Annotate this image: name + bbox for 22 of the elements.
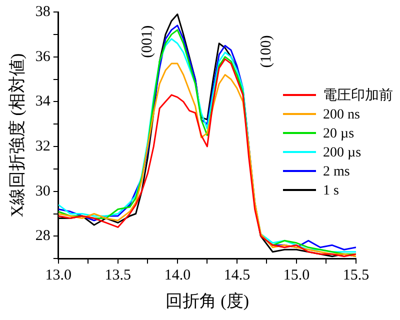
- annotation: (100): [258, 35, 275, 68]
- legend-label: 1 s: [323, 184, 339, 199]
- legend-label: 2 ms: [323, 164, 350, 180]
- x-tick-label: 14.5: [224, 268, 250, 284]
- x-tick-label: 15.5: [342, 268, 370, 284]
- y-axis-title: X線回折強度 (相対値): [8, 53, 27, 218]
- y-tick-label: 32: [35, 138, 50, 154]
- legend-label: 20 µs: [323, 126, 354, 142]
- y-tick-label: 36: [35, 48, 51, 65]
- x-tick-label: 13.5: [104, 268, 132, 284]
- y-tick-label: 28: [35, 228, 50, 244]
- y-tick-label: 38: [35, 4, 50, 20]
- x-tick-label: 14.0: [164, 268, 191, 284]
- annotation: (001): [140, 25, 156, 58]
- legend-label: 200 µs: [323, 146, 362, 161]
- x-tick-label: 15.0: [283, 268, 310, 284]
- x-tick-label: 13.0: [45, 268, 72, 284]
- y-tick-label: 34: [35, 94, 51, 110]
- x-axis-title: 回折角 (度): [165, 291, 249, 310]
- y-tick-label: 30: [35, 183, 50, 200]
- legend-label: 200 ns: [323, 108, 360, 123]
- legend-label: 電圧印加前: [323, 88, 393, 104]
